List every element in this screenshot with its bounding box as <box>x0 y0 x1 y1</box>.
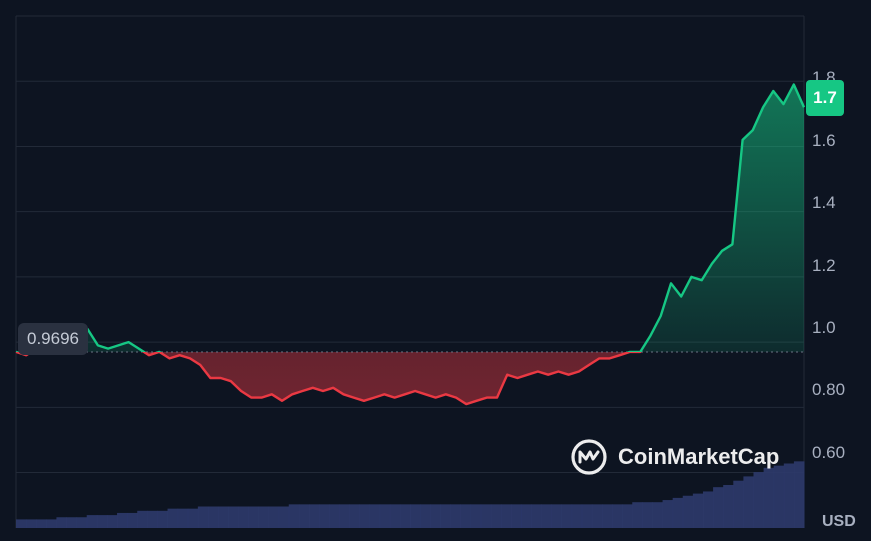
volume-bar <box>16 519 27 528</box>
reference-price-badge: 0.9696 <box>18 323 88 355</box>
y-tick-label: 1.4 <box>812 193 836 212</box>
volume-bar <box>228 506 239 528</box>
volume-bar <box>298 504 310 528</box>
volume-bar <box>278 506 290 528</box>
volume-bar <box>581 504 593 528</box>
y-tick-label: 1.0 <box>812 318 836 337</box>
volume-bar <box>177 508 189 528</box>
y-tick-label: 1.2 <box>812 256 836 275</box>
volume-bar <box>76 517 88 528</box>
volume-bar <box>187 508 199 528</box>
volume-bar <box>763 467 775 528</box>
last-price-badge: 1.7 <box>806 80 844 116</box>
volume-bar <box>672 497 684 528</box>
volume-bar <box>713 487 724 528</box>
volume-bar <box>410 504 421 528</box>
volume-bar <box>692 493 704 528</box>
volume-bar <box>743 476 754 528</box>
volume-bar <box>682 495 694 528</box>
volume-bar <box>167 508 179 528</box>
y-tick-label: 1.6 <box>812 131 836 150</box>
volume-bar <box>551 504 563 528</box>
volume-bar <box>470 504 482 528</box>
volume-bar <box>349 504 360 528</box>
volume-bar <box>622 504 633 528</box>
volume-bar <box>117 512 128 528</box>
volume-bar <box>531 504 542 528</box>
volume-bar <box>96 515 108 528</box>
volume-bar <box>450 504 462 528</box>
watermark-text: CoinMarketCap <box>618 444 780 469</box>
volume-bar <box>601 504 613 528</box>
volume-bar <box>288 504 300 528</box>
volume-bar <box>66 517 78 528</box>
volume-bar <box>86 515 98 528</box>
volume-bar <box>399 504 411 528</box>
volume-bar <box>632 502 643 528</box>
volume-bar <box>662 500 674 528</box>
volume-bar <box>571 504 583 528</box>
volume-bar <box>783 463 795 528</box>
volume-bar <box>106 515 118 528</box>
volume-bar <box>440 504 451 528</box>
volume-bar <box>430 504 441 528</box>
currency-label: USD <box>822 513 856 530</box>
volume-bar <box>793 461 805 528</box>
volume-bar <box>521 504 532 528</box>
volume-bar <box>561 504 573 528</box>
volume-bar <box>56 517 68 528</box>
volume-bar <box>268 506 280 528</box>
volume-bar <box>369 504 381 528</box>
volume-bar <box>420 504 431 528</box>
volume-bar <box>127 512 138 528</box>
volume-bar <box>480 504 492 528</box>
volume-bar <box>359 504 371 528</box>
volume-bar <box>26 519 37 528</box>
price-line-above <box>15 83 806 353</box>
volume-bar <box>329 504 340 528</box>
volume-bar <box>490 504 502 528</box>
volume-bar <box>147 510 158 528</box>
y-tick-label: 0.60 <box>812 443 846 462</box>
volume-bar <box>591 504 603 528</box>
volume-bar <box>238 506 249 528</box>
volume-bar <box>753 472 765 528</box>
y-tick-label: 0.80 <box>812 380 846 399</box>
volume-bar <box>379 504 391 528</box>
price-line-below <box>15 352 642 406</box>
volume-bar <box>308 504 320 528</box>
volume-bar <box>541 504 552 528</box>
volume-bar <box>460 504 472 528</box>
coinmarketcap-logo-icon <box>571 439 607 475</box>
volume-bar <box>248 506 259 528</box>
volume-bar <box>733 480 744 528</box>
volume-bar <box>137 510 148 528</box>
volume-bar <box>511 504 522 528</box>
volume-bar <box>207 506 219 528</box>
volume-bar <box>723 485 734 528</box>
volume-bar <box>652 502 664 528</box>
volume-bar <box>339 504 350 528</box>
volume-bar <box>612 504 623 528</box>
watermark: CoinMarketCap <box>570 438 779 476</box>
volume-bar <box>36 519 47 528</box>
area-above-reference <box>16 84 804 353</box>
volume-bar <box>218 506 229 528</box>
volume-bar <box>500 504 512 528</box>
volume-bar <box>642 502 653 528</box>
volume-bar <box>319 504 330 528</box>
volume-bar <box>702 491 714 528</box>
volume-bar <box>157 510 169 528</box>
volume-bar <box>773 465 785 528</box>
volume-bar <box>258 506 270 528</box>
volume-bar <box>197 506 209 528</box>
area-below-reference <box>16 352 804 405</box>
volume-bar <box>389 504 401 528</box>
volume-bar <box>46 519 57 528</box>
